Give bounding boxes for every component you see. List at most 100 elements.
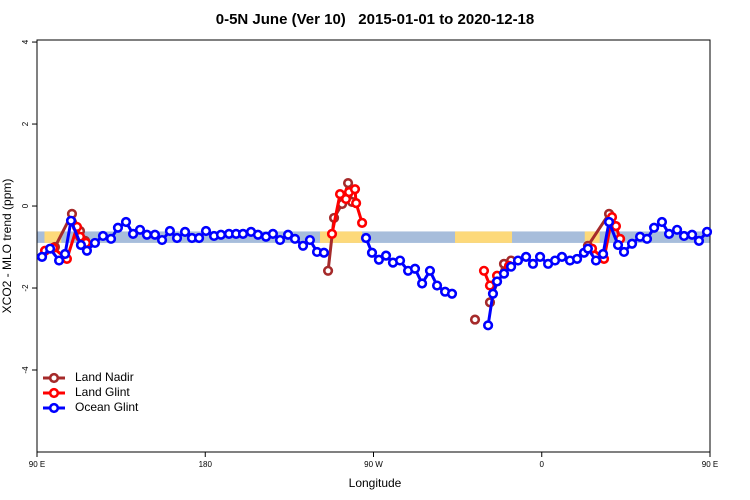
data-point bbox=[322, 265, 334, 276]
x-tick-label: 180 bbox=[199, 460, 213, 469]
data-point bbox=[373, 254, 385, 265]
data-point bbox=[618, 246, 630, 258]
y-tick-label: -4 bbox=[21, 366, 30, 374]
data-point bbox=[649, 222, 660, 233]
data-point bbox=[446, 288, 458, 299]
data-point bbox=[431, 280, 443, 291]
data-point bbox=[366, 247, 378, 258]
data-point bbox=[53, 255, 65, 266]
data-point bbox=[274, 234, 286, 246]
data-point bbox=[171, 232, 183, 244]
data-point bbox=[498, 268, 510, 279]
x-tick-label: 90 W bbox=[364, 460, 383, 469]
data-point bbox=[282, 229, 294, 240]
data-point bbox=[36, 251, 48, 262]
data-point bbox=[701, 226, 713, 237]
ocean-band bbox=[37, 231, 710, 243]
data-point bbox=[81, 245, 93, 256]
data-point bbox=[105, 233, 117, 244]
data-point bbox=[237, 228, 249, 240]
data-point bbox=[409, 263, 421, 274]
y-tick-label: 2 bbox=[21, 121, 30, 126]
plot-frame bbox=[36, 39, 711, 453]
data-point bbox=[351, 198, 362, 209]
data-point bbox=[597, 248, 609, 260]
legend-label: Land Nadir bbox=[75, 370, 134, 384]
data-point bbox=[44, 243, 56, 254]
y-tick-label: -2 bbox=[21, 284, 30, 292]
x-tick-label: 90 E bbox=[29, 460, 45, 469]
data-point bbox=[112, 222, 124, 233]
chart-title: 0-5N June (Ver 10) 2015-01-01 to 2020-12… bbox=[216, 11, 535, 28]
data-point bbox=[641, 233, 653, 244]
data-point bbox=[120, 216, 132, 228]
data-point bbox=[671, 224, 683, 235]
data-point bbox=[134, 224, 146, 235]
data-point bbox=[505, 261, 517, 272]
legend-marker bbox=[48, 387, 60, 399]
x-tick-label: 0 bbox=[540, 460, 545, 469]
data-point bbox=[484, 280, 496, 291]
data-point bbox=[289, 233, 301, 244]
data-point bbox=[693, 235, 705, 246]
data-point bbox=[380, 250, 392, 261]
data-point bbox=[156, 234, 168, 246]
y-tick-label: 4 bbox=[21, 39, 30, 44]
legend-label: Ocean Glint bbox=[75, 400, 139, 414]
data-point bbox=[342, 177, 354, 189]
data-point bbox=[179, 226, 191, 237]
data-point bbox=[318, 247, 330, 258]
data-point bbox=[686, 229, 698, 240]
data-point bbox=[127, 228, 139, 240]
data-point bbox=[304, 234, 316, 246]
data-point bbox=[59, 248, 71, 260]
data-point bbox=[603, 216, 615, 228]
data-point bbox=[193, 232, 205, 244]
y-tick-label: 0 bbox=[21, 203, 30, 208]
data-point bbox=[424, 265, 436, 276]
data-point bbox=[656, 216, 668, 228]
legend-marker bbox=[48, 402, 60, 414]
data-point bbox=[556, 251, 568, 262]
data-point bbox=[164, 225, 176, 237]
data-point bbox=[590, 255, 602, 266]
x-tick-label: 90 E bbox=[702, 460, 718, 469]
data-point bbox=[252, 229, 264, 240]
data-point bbox=[326, 228, 338, 240]
legend-marker bbox=[48, 372, 60, 384]
data-point bbox=[469, 314, 481, 325]
land-band bbox=[44, 231, 62, 243]
data-point bbox=[356, 217, 368, 228]
data-point bbox=[297, 240, 309, 251]
land-band bbox=[320, 231, 363, 243]
data-point bbox=[527, 258, 539, 269]
data-point bbox=[491, 276, 503, 287]
data-point bbox=[612, 239, 624, 251]
data-point bbox=[520, 251, 532, 262]
data-point bbox=[200, 225, 212, 237]
data-point bbox=[65, 215, 77, 226]
data-point bbox=[678, 230, 690, 242]
data-point bbox=[512, 255, 524, 266]
data-point bbox=[394, 255, 406, 266]
data-point bbox=[534, 251, 546, 262]
data-point bbox=[149, 229, 161, 240]
x-axis-label: Longitude bbox=[349, 476, 402, 490]
data-point bbox=[487, 288, 499, 299]
data-point bbox=[141, 229, 153, 240]
data-point bbox=[349, 184, 361, 195]
legend-label: Land Glint bbox=[75, 385, 130, 399]
y-axis-label: XCO2 - MLO trend (ppm) bbox=[0, 179, 14, 314]
data-point bbox=[89, 237, 101, 249]
data-point bbox=[478, 265, 490, 276]
data-point bbox=[267, 228, 279, 240]
data-point bbox=[360, 232, 372, 244]
data-point bbox=[582, 243, 594, 254]
data-point bbox=[417, 278, 428, 289]
data-point bbox=[97, 230, 109, 242]
data-point bbox=[215, 229, 227, 240]
data-point bbox=[626, 238, 638, 249]
data-point bbox=[663, 228, 675, 240]
